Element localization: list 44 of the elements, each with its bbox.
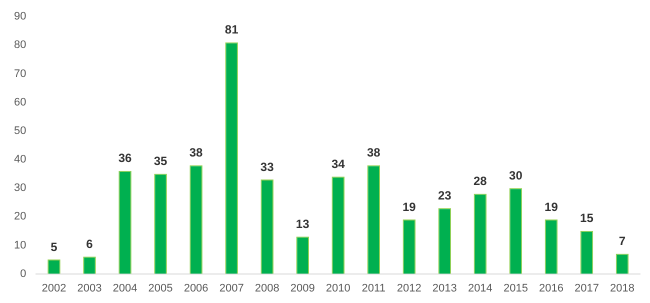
data-label: 6 xyxy=(86,236,94,251)
data-label: 36 xyxy=(118,151,132,166)
y-tick-label: 60 xyxy=(14,96,26,108)
x-tick-label: 2009 xyxy=(290,282,315,294)
x-tick-label: 2013 xyxy=(432,282,457,294)
y-tick-label: 80 xyxy=(14,39,26,52)
x-tick-label: 2003 xyxy=(77,282,102,294)
y-tick-label: 0 xyxy=(20,268,26,280)
data-label: 13 xyxy=(296,216,310,231)
x-tick-label: 2007 xyxy=(219,282,244,294)
y-tick-label: 50 xyxy=(14,124,26,137)
x-tick-label: 2018 xyxy=(610,282,634,294)
x-tick-label: 2015 xyxy=(503,282,528,294)
data-label: 19 xyxy=(544,200,558,214)
data-label: 23 xyxy=(438,188,452,202)
x-tick-label: 2010 xyxy=(326,282,350,294)
data-label: 19 xyxy=(402,200,416,214)
data-label: 38 xyxy=(189,146,204,160)
data-label: 35 xyxy=(154,154,168,168)
data-label: 34 xyxy=(331,156,346,171)
x-tick-label: 2012 xyxy=(396,282,422,294)
y-tick-label: 10 xyxy=(14,239,26,252)
x-tick-label: 2008 xyxy=(254,282,280,294)
y-tick-label: 90 xyxy=(14,10,26,23)
x-tick-label: 2014 xyxy=(468,282,492,294)
y-tick-label: 20 xyxy=(14,210,26,223)
y-tick-label: 30 xyxy=(14,182,26,194)
x-tick-label: 2002 xyxy=(42,282,66,294)
x-tick-label: 2006 xyxy=(184,282,208,294)
x-tick-label: 2004 xyxy=(112,282,138,294)
data-label: 7 xyxy=(618,234,626,248)
data-label: 28 xyxy=(474,174,488,188)
data-label: 5 xyxy=(50,240,58,254)
x-tick-label: 2017 xyxy=(574,282,599,294)
x-tick-label: 2011 xyxy=(362,282,386,294)
data-label: 30 xyxy=(509,168,523,182)
data-label: 33 xyxy=(260,160,274,174)
y-tick-label: 70 xyxy=(14,68,26,80)
data-label: 81 xyxy=(224,22,239,37)
y-tick-label: 40 xyxy=(14,154,26,166)
data-label: 15 xyxy=(580,211,594,226)
x-tick-label: 2005 xyxy=(148,282,173,294)
data-label: 38 xyxy=(366,146,381,160)
x-tick-label: 2016 xyxy=(538,282,564,294)
